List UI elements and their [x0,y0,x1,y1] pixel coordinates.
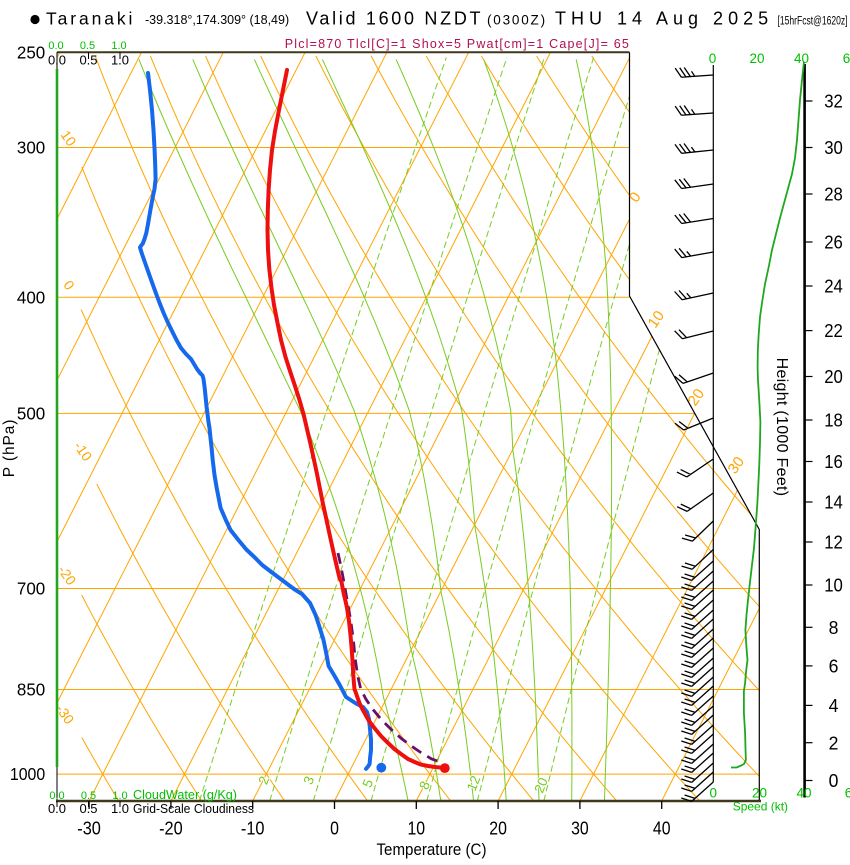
svg-text:-39.318°,174.309° (18,49): -39.318°,174.309° (18,49) [145,13,289,27]
svg-text:40: 40 [796,786,811,801]
svg-text:1000: 1000 [10,764,46,784]
svg-text:500: 500 [17,403,46,423]
svg-text:20: 20 [685,386,708,409]
svg-text:16: 16 [824,451,843,472]
svg-text:0.5: 0.5 [79,801,97,816]
svg-text:0: 0 [330,817,339,838]
svg-text:20: 20 [752,786,767,801]
svg-text:40: 40 [794,51,809,66]
svg-text:6: 6 [845,786,850,801]
svg-text:0.0: 0.0 [48,801,66,816]
svg-text:1.0: 1.0 [111,53,129,68]
svg-text:-30: -30 [77,817,101,838]
svg-text:0.5: 0.5 [80,40,95,52]
svg-text:Speed (kt): Speed (kt) [733,800,788,814]
svg-text:0.5: 0.5 [81,790,96,802]
svg-text:Plcl=870 Tlcl[C]=1 Shox=5 Pwat: Plcl=870 Tlcl[C]=1 Shox=5 Pwat[cm]=1 Cap… [285,37,630,51]
svg-text:2: 2 [829,732,839,753]
svg-text:30: 30 [571,817,589,838]
svg-text:P (hPa): P (hPa) [1,419,18,478]
svg-text:0.0: 0.0 [48,53,66,68]
svg-text:0.0: 0.0 [48,40,63,52]
svg-text:-10: -10 [241,817,265,838]
svg-text:1.0: 1.0 [112,790,127,802]
svg-text:32: 32 [824,91,843,112]
svg-text:0: 0 [709,51,717,66]
svg-text:6: 6 [829,656,839,677]
svg-text:400: 400 [17,287,46,307]
svg-text:0: 0 [829,770,839,791]
svg-text:0.0: 0.0 [49,790,64,802]
svg-text:6: 6 [843,51,850,66]
svg-text:Taranaki: Taranaki [46,9,135,29]
svg-text:12: 12 [824,532,843,553]
svg-text:0: 0 [710,786,718,801]
svg-text:Grid-Scale Cloudiness: Grid-Scale Cloudiness [133,801,254,816]
svg-text:24: 24 [824,276,843,297]
svg-text:THU 14 Aug 2025: THU 14 Aug 2025 [555,9,773,29]
svg-text:8: 8 [829,617,839,638]
svg-text:850: 850 [17,680,46,700]
svg-text:700: 700 [17,578,46,598]
svg-text:-20: -20 [159,817,183,838]
svg-text:30: 30 [824,137,843,158]
svg-text:12: 12 [464,774,484,794]
svg-text:22: 22 [824,320,843,341]
svg-text:1.0: 1.0 [111,40,126,52]
svg-text:10: 10 [645,308,668,331]
svg-text:20: 20 [824,366,843,387]
svg-text:20: 20 [531,776,551,796]
svg-text:4: 4 [829,695,839,716]
svg-text:250: 250 [17,42,46,62]
svg-text:1.0: 1.0 [111,801,129,816]
svg-text:300: 300 [17,138,46,158]
svg-text:[15hrFcst@1620z]: [15hrFcst@1620z] [778,16,848,28]
svg-text:Valid 1600 NZDT: Valid 1600 NZDT [306,9,483,29]
svg-text:40: 40 [653,817,671,838]
svg-text:0.5: 0.5 [79,53,97,68]
svg-text:Temperature (C): Temperature (C) [377,841,487,859]
svg-text:Height (1000 Feet): Height (1000 Feet) [773,358,790,497]
svg-text:20: 20 [749,51,764,66]
svg-text:26: 26 [824,232,843,253]
svg-text:30: 30 [725,454,748,477]
svg-text:10: 10 [408,817,426,838]
svg-text:(0300Z): (0300Z) [487,13,547,28]
svg-text:10: 10 [824,575,843,596]
svg-text:18: 18 [824,410,843,431]
svg-text:CloudWater (g/Kg): CloudWater (g/Kg) [133,788,237,802]
svg-text:20: 20 [489,817,507,838]
svg-text:28: 28 [824,184,843,205]
svg-text:14: 14 [824,492,843,513]
